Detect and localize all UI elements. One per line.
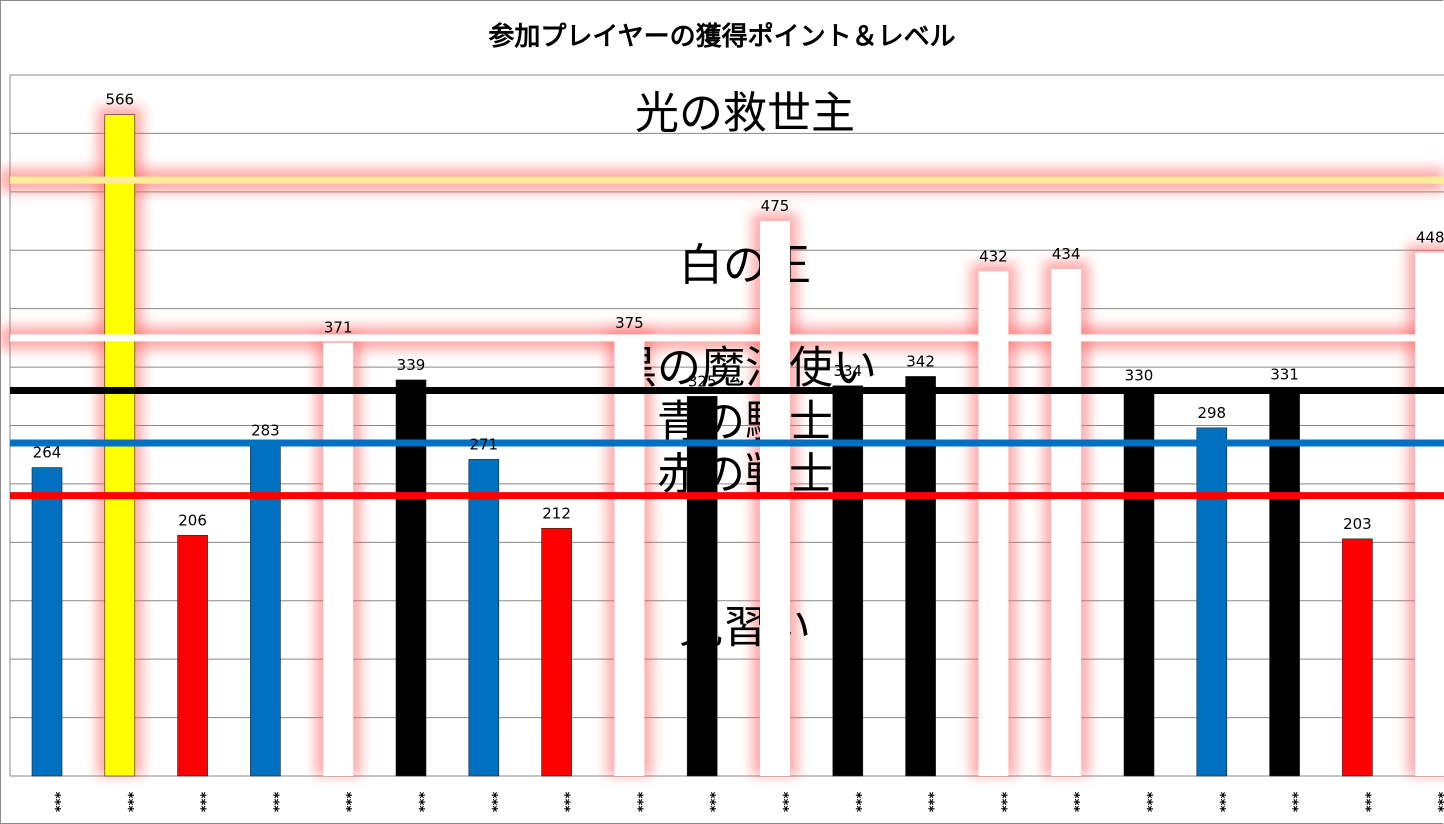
x-tick-labels: *** *** *** *** *** *** *** *** *** *** *** *** *** *… [47, 792, 1444, 813]
bar [1123, 390, 1155, 777]
value-label: 339 [397, 356, 426, 374]
bar [541, 528, 572, 777]
x-tick-label: *** [484, 792, 499, 813]
value-label: 206 [178, 511, 207, 529]
level-name: 光の救世主 [635, 88, 855, 139]
x-tick-label: *** [1212, 792, 1227, 813]
level-name: 白の王 [679, 240, 811, 291]
value-label: 212 [542, 504, 571, 522]
value-label: 375 [615, 314, 644, 332]
x-tick-label: *** [120, 792, 135, 813]
x-tick-label: *** [1430, 792, 1444, 813]
value-labels: 264 566 206 283 371 339 271 212 375 325 475 334 342 4… [33, 91, 1444, 533]
x-tick-label: *** [848, 792, 863, 813]
x-tick-label: *** [338, 792, 353, 813]
bar [832, 385, 864, 777]
bar [323, 342, 354, 776]
bar [1051, 268, 1082, 776]
x-tick-label: *** [1066, 792, 1081, 813]
x-tick-label: *** [993, 792, 1008, 813]
gridlines [9, 74, 1444, 777]
bar [1342, 538, 1373, 777]
value-label: 331 [1270, 365, 1299, 383]
level-name: 青の騎士 [657, 396, 833, 447]
x-tick-label: *** [265, 792, 280, 813]
bar [177, 535, 208, 777]
x-tick-label: *** [47, 792, 62, 813]
level-lines [10, 176, 1444, 500]
bar [1196, 427, 1228, 777]
bar [905, 376, 936, 777]
x-tick-label: *** [193, 792, 208, 813]
value-label: 330 [1125, 366, 1154, 384]
bar [978, 271, 1009, 776]
value-label: 264 [33, 444, 62, 462]
value-label: 298 [1197, 404, 1226, 422]
value-label: 271 [469, 435, 498, 453]
bar [1415, 252, 1444, 776]
x-tick-label: *** [411, 792, 426, 813]
bar [250, 445, 281, 777]
value-label: 432 [979, 247, 1008, 265]
value-label: 203 [1343, 515, 1372, 533]
x-tick-label: *** [629, 792, 644, 813]
level-name: 赤の戦士 [657, 449, 833, 500]
x-tick-label: *** [702, 792, 717, 813]
value-label: 334 [833, 362, 862, 380]
x-tick-label: *** [775, 792, 790, 813]
value-label: 325 [688, 372, 717, 390]
x-tick-label: *** [921, 792, 936, 813]
level-name: 黒の魔法使い [613, 343, 877, 394]
value-label: 371 [324, 319, 353, 337]
x-tick-label: *** [1285, 792, 1300, 813]
value-label: 475 [761, 197, 790, 215]
bar [614, 337, 645, 776]
value-label: 566 [105, 91, 134, 109]
value-label: 448 [1416, 229, 1444, 247]
value-label: 434 [1052, 245, 1081, 263]
bar [686, 395, 718, 777]
bar [468, 459, 500, 777]
x-tick-label: *** [1357, 792, 1372, 813]
value-label: 342 [906, 352, 935, 370]
bar [395, 379, 427, 777]
bar [31, 467, 63, 777]
value-label: 283 [251, 421, 280, 439]
bar [1269, 388, 1300, 777]
chart-title: 参加プレイヤーの獲得ポイント＆レベル [488, 22, 956, 52]
x-tick-label: *** [557, 792, 572, 813]
x-tick-label: *** [1139, 792, 1154, 813]
